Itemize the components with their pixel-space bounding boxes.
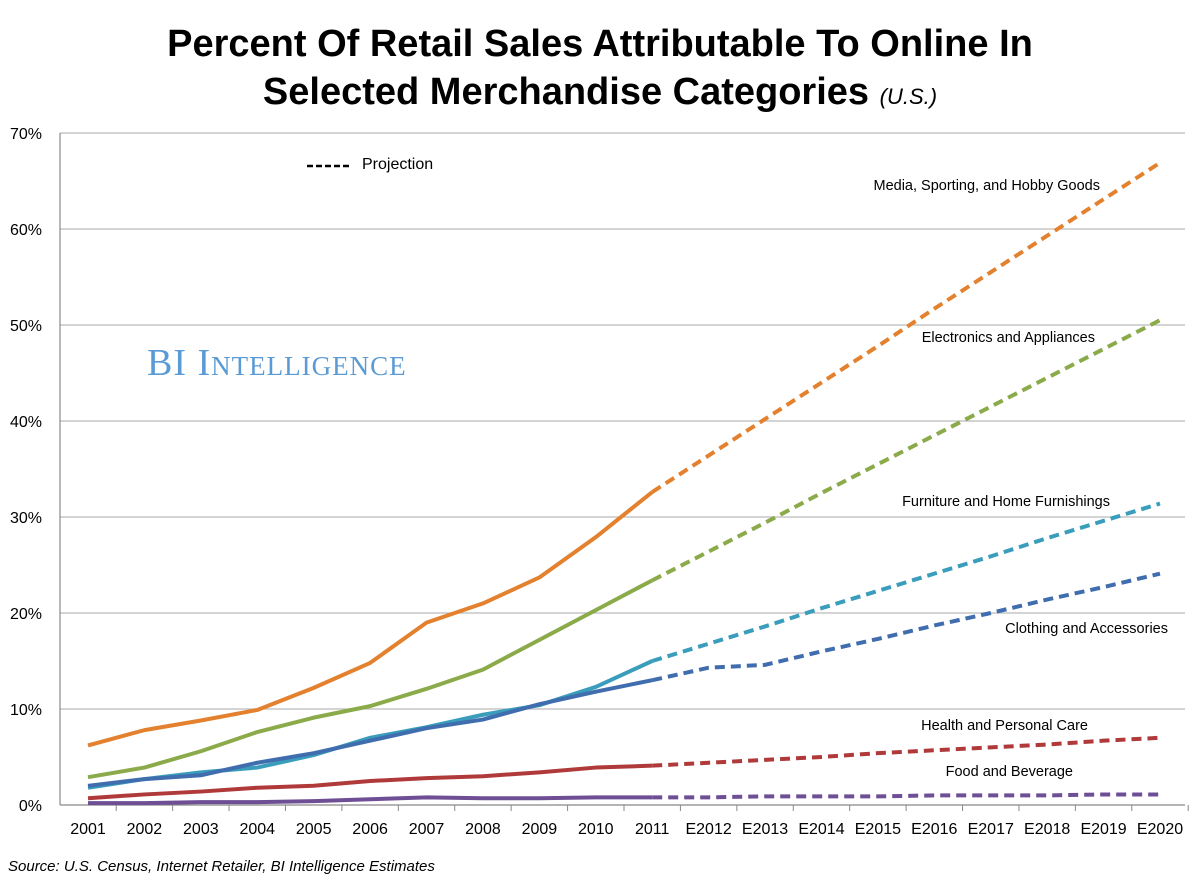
- series-line-projection: [651, 318, 1161, 583]
- x-tick-label: 2011: [635, 821, 670, 838]
- x-tick-label: 2006: [352, 821, 388, 838]
- legend-projection-label: Projection: [362, 156, 433, 173]
- series-line-projection: [651, 501, 1161, 663]
- y-tick-label: 0%: [19, 798, 42, 815]
- x-tick-label: 2003: [183, 821, 219, 838]
- x-tick-label: 2001: [70, 821, 106, 838]
- series-label: Clothing and Accessories: [1005, 621, 1168, 637]
- x-tick-label: E2017: [968, 821, 1014, 838]
- chart-title-line2: Selected Merchandise Categories (U.S.): [0, 68, 1200, 121]
- x-tick-label: 2002: [127, 821, 163, 838]
- y-tick-label: 60%: [10, 222, 42, 239]
- series-line-actual: [87, 490, 654, 748]
- x-tick-label: 2009: [522, 821, 558, 838]
- x-tick-label: E2018: [1024, 821, 1070, 838]
- source-note: Source: U.S. Census, Internet Retailer, …: [8, 858, 435, 875]
- series-line-actual: [88, 795, 653, 806]
- x-tick-label: E2015: [855, 821, 901, 838]
- watermark-logo: BI Intelligence: [147, 342, 407, 384]
- series-label: Electronics and Appliances: [922, 330, 1095, 346]
- x-tick-label: 2010: [578, 821, 614, 838]
- series-line-projection: [651, 571, 1161, 683]
- series-line-projection: [652, 792, 1160, 800]
- series-label: Health and Personal Care: [921, 718, 1088, 734]
- series-line-actual: [87, 763, 653, 801]
- series-label: Food and Beverage: [946, 764, 1073, 780]
- x-tick-label: E2013: [742, 821, 788, 838]
- x-tick-label: 2008: [465, 821, 501, 838]
- x-tick-label: E2019: [1080, 821, 1126, 838]
- chart-title: Percent Of Retail Sales Attributable To …: [167, 23, 1033, 65]
- x-tick-label: E2014: [798, 821, 844, 838]
- chart-subtitle: (U.S.): [879, 84, 938, 109]
- series-label: Furniture and Home Furnishings: [902, 494, 1110, 510]
- y-tick-label: 40%: [10, 414, 42, 431]
- y-tick-label: 50%: [10, 318, 42, 335]
- y-tick-label: 10%: [10, 702, 42, 719]
- x-tick-label: E2020: [1137, 821, 1183, 838]
- x-tick-label: 2004: [239, 821, 275, 838]
- chart-title-line2-text: Selected Merchandise Categories: [262, 71, 870, 113]
- x-tick-label: E2016: [911, 821, 957, 838]
- y-tick-label: 30%: [10, 510, 42, 527]
- series-label: Media, Sporting, and Hobby Goods: [874, 178, 1101, 194]
- x-tick-label: 2007: [409, 821, 445, 838]
- x-tick-label: E2012: [685, 821, 731, 838]
- y-tick-label: 20%: [10, 606, 42, 623]
- series-line-projection: [652, 735, 1161, 768]
- series-line-actual: [87, 578, 654, 780]
- series-line-projection: [651, 161, 1162, 494]
- x-tick-label: 2005: [296, 821, 332, 838]
- series-line-actual: [87, 678, 653, 788]
- y-tick-label: 70%: [10, 126, 42, 143]
